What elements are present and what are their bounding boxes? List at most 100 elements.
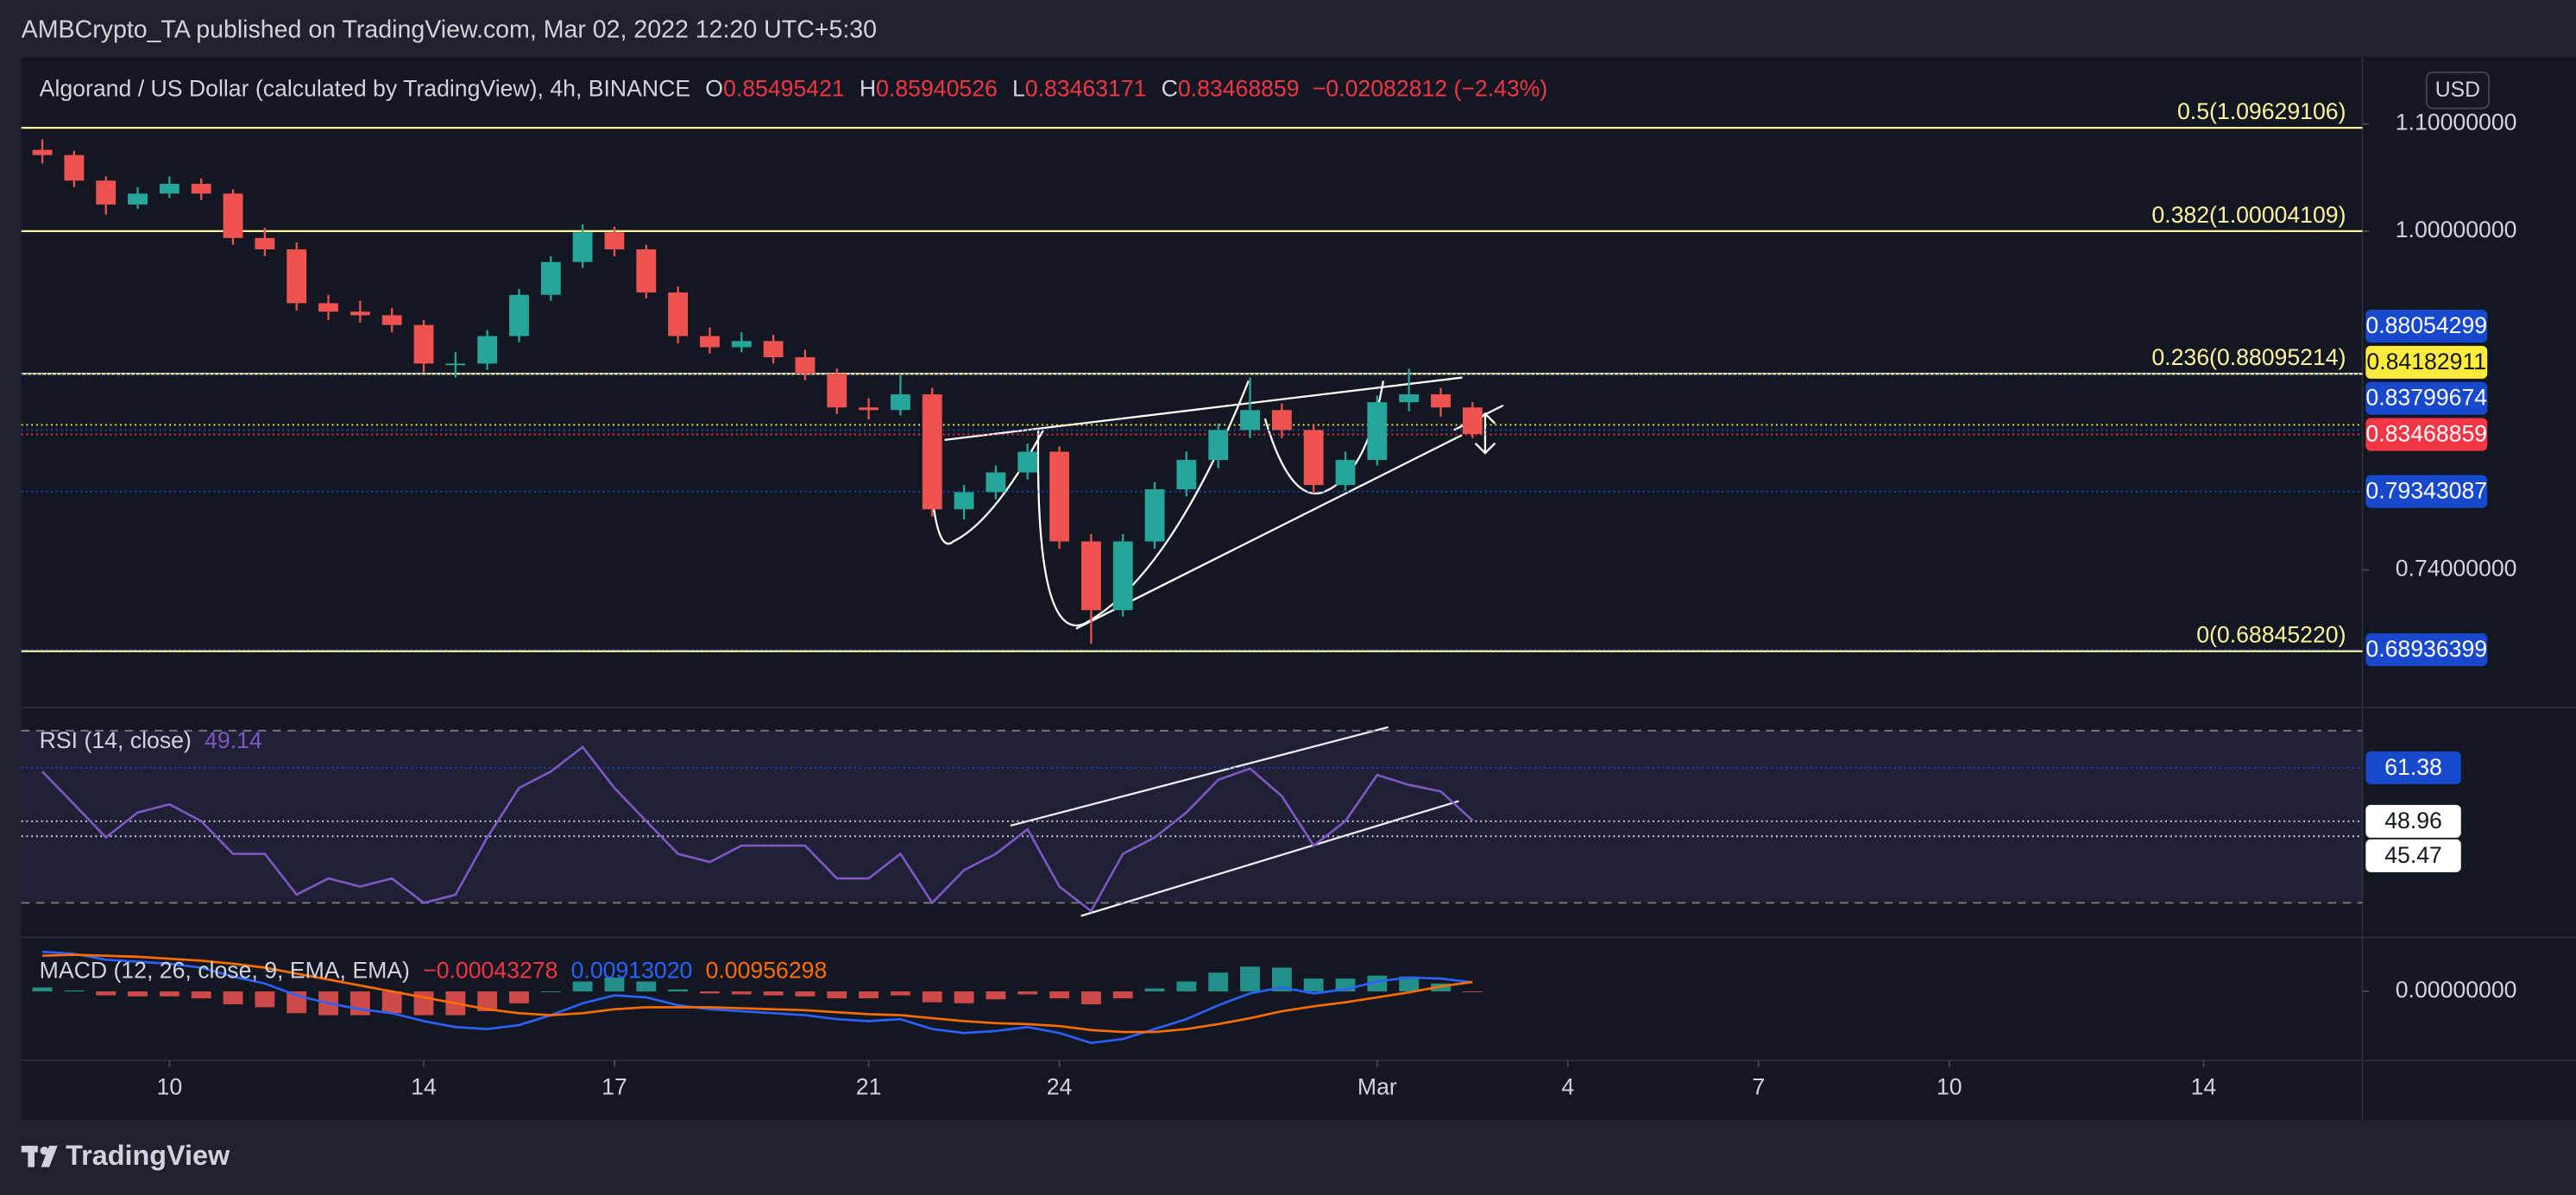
macd-histogram-bar (1399, 976, 1420, 992)
rsi-tag (2365, 839, 2461, 872)
macd-histogram-bar (890, 991, 910, 996)
footer-logo: TradingView (66, 1140, 230, 1171)
candle-body (604, 232, 625, 249)
price-tag (2365, 309, 2488, 343)
candle-body (445, 363, 466, 366)
price-tag (2365, 345, 2488, 379)
macd-line (42, 953, 1473, 1034)
legend-value: 0.83463171 (1025, 76, 1147, 102)
candle-body (413, 324, 434, 364)
candle-body (700, 336, 720, 348)
candle-body (1240, 410, 1260, 431)
x-tick-label: 21 (856, 1073, 882, 1099)
candle-body (159, 184, 180, 194)
legend: Algorand / US Dollar (calculated by Trad… (40, 76, 1548, 102)
y-tick-label: 1.10000000 (2396, 110, 2517, 135)
macd-histogram-bar (381, 991, 402, 1014)
candle-body (1431, 394, 1451, 408)
price-tag (2365, 381, 2488, 415)
macd-histogram-bar (128, 991, 148, 997)
macd-histogram-bar (1240, 966, 1260, 992)
candle-body (381, 315, 402, 325)
rsi-title: RSI (14, close) (40, 727, 192, 753)
legend-value: 0.85495421 (723, 76, 845, 102)
pane-borders (21, 57, 2576, 1120)
price-tag-label: 0.68936399 (2365, 636, 2487, 662)
candle-body (96, 180, 117, 205)
macd-histogram-bar (350, 991, 370, 1016)
candle-body (1176, 460, 1197, 490)
macd-histogram-bar (1176, 981, 1197, 992)
y-tick-label: 0.00000000 (2396, 977, 2517, 1003)
candle-body (509, 294, 529, 336)
legend-key: O (705, 76, 723, 102)
y-tick-label: 0.74000000 (2396, 556, 2517, 582)
fib-label: 0.382(1.00004109) (2151, 202, 2346, 228)
candle-body (1462, 407, 1483, 435)
candle-body (1367, 402, 1388, 461)
candle-body (1017, 451, 1038, 473)
rsi-band (21, 730, 2363, 903)
candle-body (1144, 489, 1165, 542)
fib-label: 0(0.68845220) (2196, 622, 2346, 648)
macd-histogram-bar (668, 989, 689, 992)
macd-legend-value: −0.00043278 (423, 957, 557, 983)
annotations (927, 376, 1504, 917)
legend-value: 0.83468859 (1178, 76, 1300, 102)
rsi-legend: RSI (14, close) 49.14 (40, 727, 262, 753)
candle-body (1335, 460, 1356, 486)
macd-histogram-bar (731, 991, 752, 995)
candle-body (636, 248, 657, 292)
macd-histogram-bar (1271, 967, 1292, 992)
chart-area (21, 57, 2576, 1120)
candle-body (1208, 430, 1229, 461)
x-tick-label: 10 (157, 1073, 183, 1099)
candle-body (1080, 541, 1101, 611)
header: AMBCrypto_TA published on TradingView.co… (22, 16, 877, 44)
candle-body (64, 154, 85, 181)
macd-histogram-bar (159, 991, 180, 997)
rsi-tag (2365, 804, 2461, 838)
candle-body (890, 394, 910, 411)
rsi-line (41, 745, 1474, 913)
macd-legend-value: 0.00913020 (571, 957, 693, 983)
macd-histogram-bar (1112, 991, 1133, 999)
macd-title: MACD (12, 26, close, 9, EMA, EMA) (40, 957, 410, 983)
price-tag-label: 0.88054299 (2365, 312, 2487, 338)
macd-histogram-bar (540, 991, 561, 992)
fib-label: 0.5(1.09629106) (2177, 98, 2346, 124)
macd-histogram-bar (604, 977, 625, 992)
price-tag-label: 0.83799674 (2365, 385, 2487, 411)
rsi-tag-label: 45.47 (2384, 842, 2442, 868)
candle-body (731, 341, 752, 348)
macd-histogram-bar (1144, 988, 1165, 992)
x-tick-label: Mar (1357, 1073, 1397, 1099)
candle-body (350, 311, 370, 316)
candle-body (763, 341, 784, 358)
macd-histogram-bar (96, 991, 117, 996)
logo-icon (21, 1145, 58, 1167)
macd-histogram-bar (827, 991, 847, 999)
legend-key: H (860, 76, 876, 102)
macd-histogram-bar (859, 991, 879, 999)
candle-body (223, 193, 243, 238)
candle-body (477, 336, 498, 364)
candle-body (986, 472, 1006, 493)
legend-key: C (1162, 76, 1178, 102)
macd-histogram-bar (1080, 991, 1101, 1004)
macd-legend-value: 0.00956298 (706, 957, 828, 983)
price-tag-label: 0.83468859 (2365, 421, 2487, 447)
candle-body (954, 492, 974, 510)
candle-body (191, 184, 211, 194)
price-tag (2365, 418, 2488, 451)
candle-body (572, 232, 593, 262)
legend-key: L (1012, 76, 1025, 102)
price-tag-label: 0.84182911 (2366, 349, 2486, 374)
macd-histogram-bar (763, 991, 784, 996)
candle-body (922, 394, 942, 510)
macd-histogram-bar (700, 991, 720, 994)
candle-body (795, 357, 816, 374)
rsi-tag-label: 61.38 (2384, 754, 2442, 780)
legend-value: 0.85940526 (876, 76, 998, 102)
